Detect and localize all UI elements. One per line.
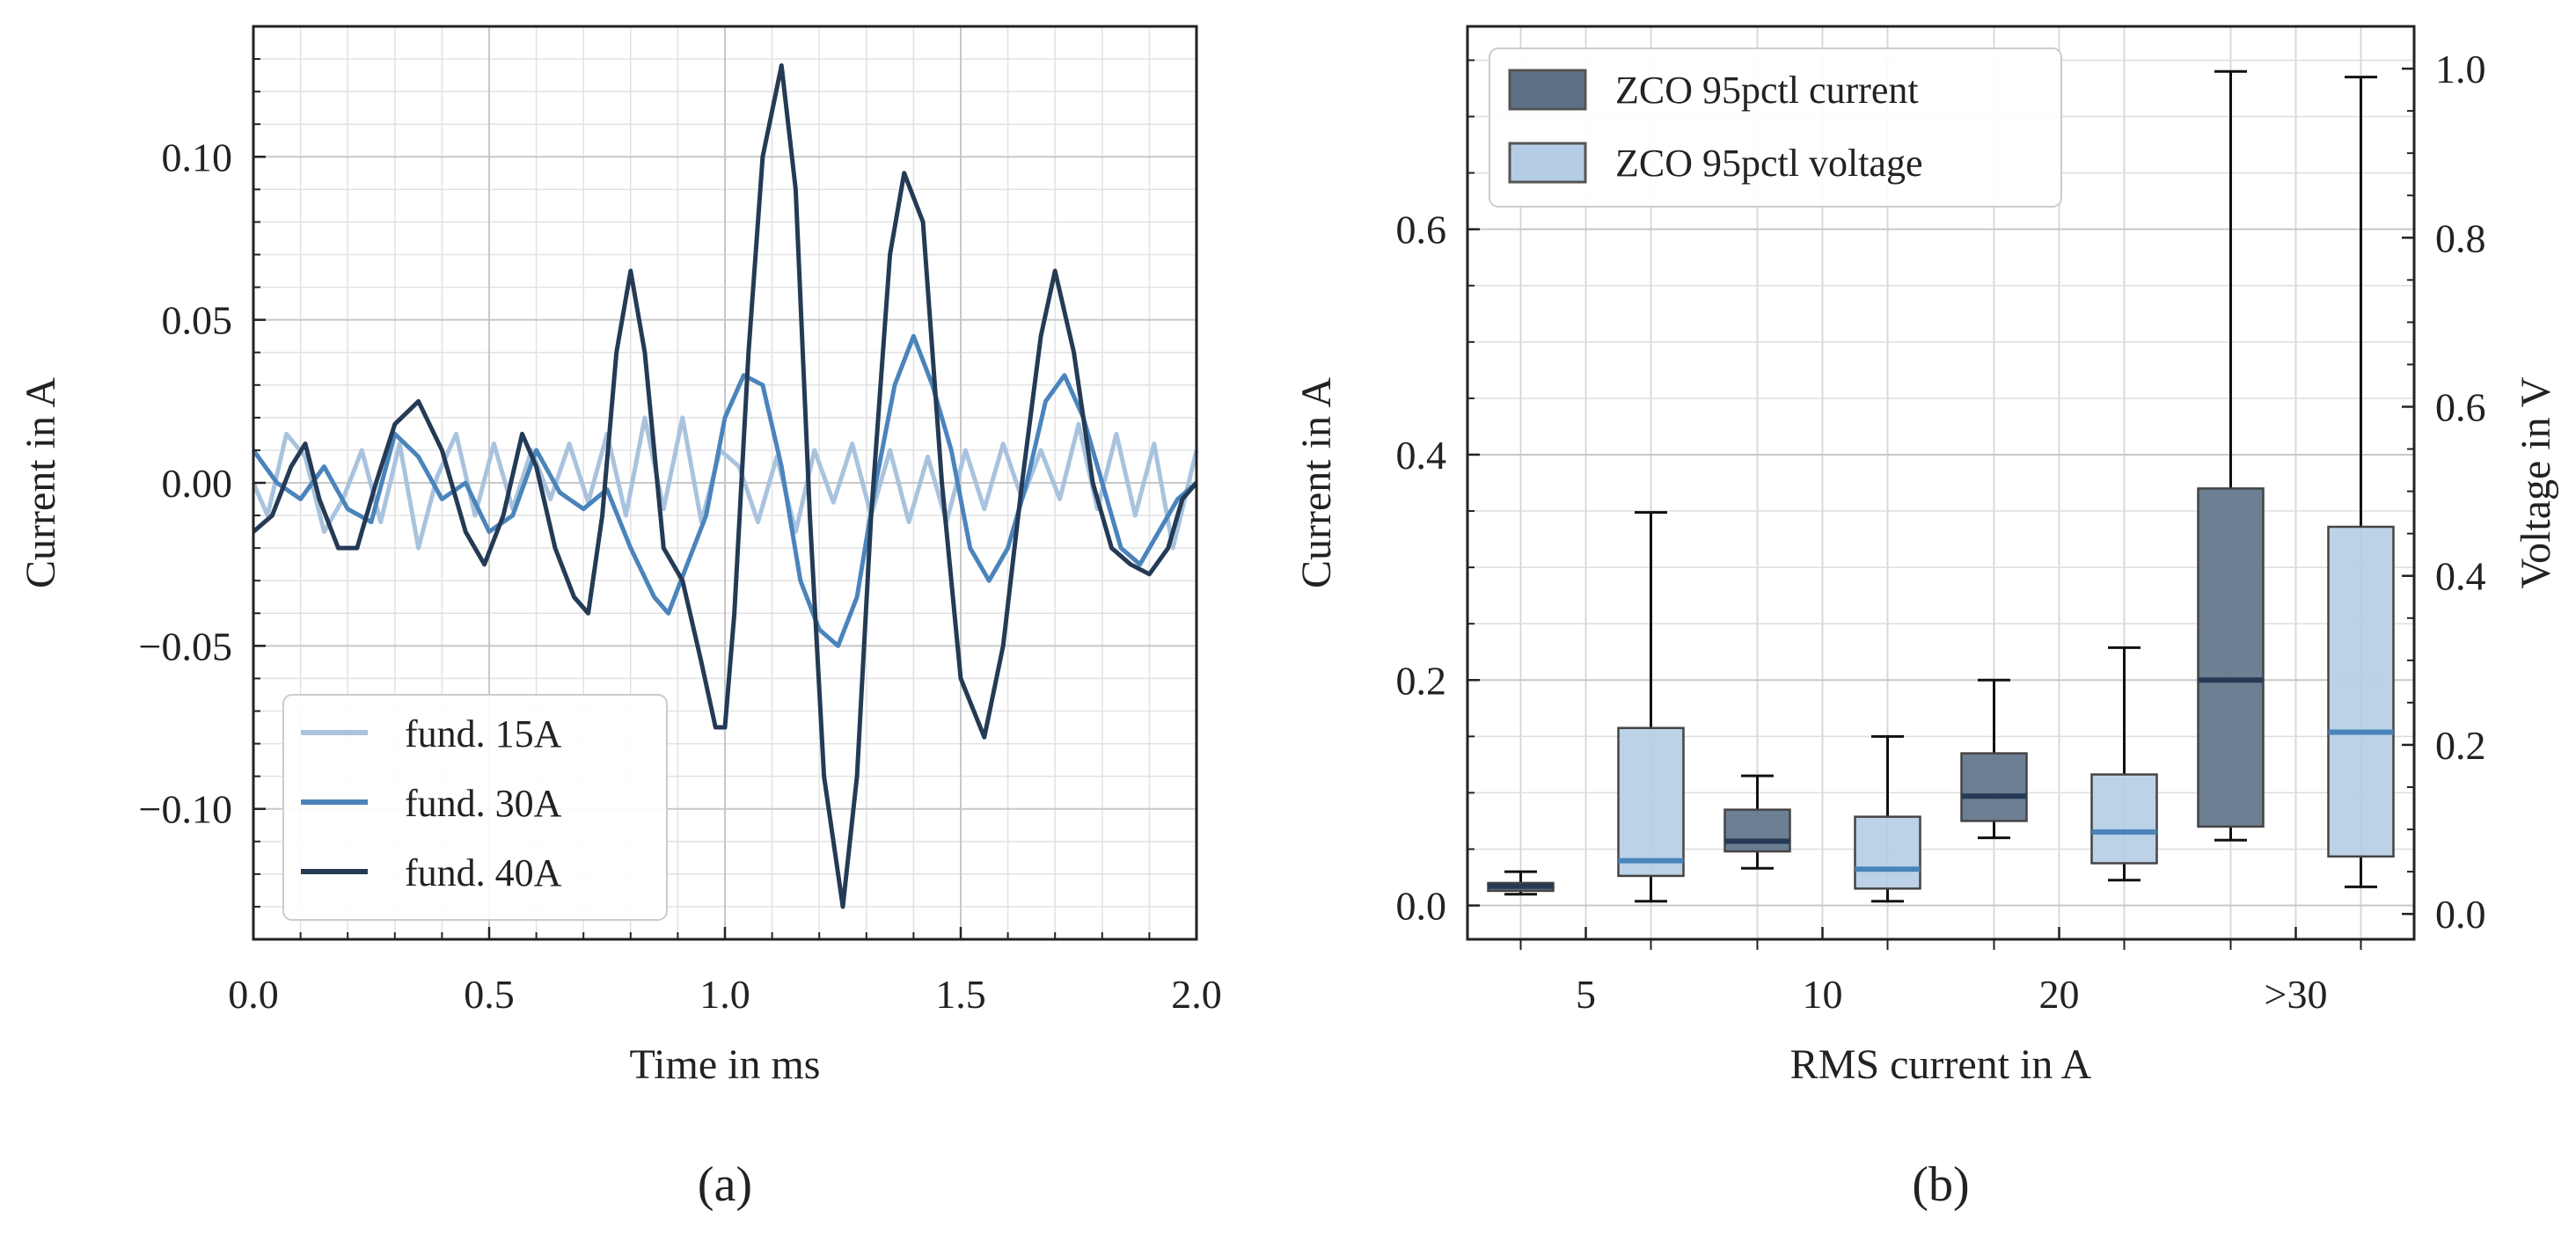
y2-tick-label: 0.0 xyxy=(2435,892,2486,937)
y-tick-label: 0.10 xyxy=(162,135,233,179)
box-iqr xyxy=(1617,726,1685,878)
y-tick-label: 0.0 xyxy=(1396,884,1447,929)
x-tick-label: 2.0 xyxy=(1171,972,1222,1017)
y-axis-label-a: Current in A xyxy=(18,377,64,588)
legend-b: ZCO 95pctl current ZCO 95pctl voltage xyxy=(1489,47,2062,208)
x-tick-label: >30 xyxy=(2265,972,2328,1017)
legend-label: fund. 15A xyxy=(405,712,562,755)
box-iqr xyxy=(1960,752,2028,822)
y2-axis-label-b: Voltage in V xyxy=(2513,376,2559,588)
xtick-labels-a: 0.0 0.5 1.0 1.5 2.0 xyxy=(228,972,1222,1017)
x-axis-label-a: Time in ms xyxy=(630,1041,821,1088)
series-line xyxy=(252,63,1198,909)
box-iqr xyxy=(1854,815,1921,890)
ticks-b xyxy=(1467,59,2414,950)
ticks-a xyxy=(252,26,1198,940)
legend-label: ZCO 95pctl voltage xyxy=(1615,142,1923,185)
panel-label-b: (b) xyxy=(1912,1157,1969,1212)
box-iqr xyxy=(2197,487,2265,828)
legend-box-b xyxy=(1489,47,2062,208)
x-tick-label: 1.5 xyxy=(935,972,986,1017)
box-voltage xyxy=(2090,646,2158,882)
x-tick-label: 0.0 xyxy=(228,972,279,1017)
panel-a: 0.0 0.5 1.0 1.5 2.0 −0.10 −0.05 0.00 0.05 0.10 T… xyxy=(18,25,1222,1212)
legend-label: fund. 40A xyxy=(405,851,562,894)
x-tick-label: 0.5 xyxy=(464,972,515,1017)
y-tick-label: 0.6 xyxy=(1396,208,1447,252)
box-current xyxy=(1487,870,1555,896)
box-voltage xyxy=(1617,511,1685,903)
plot-frame-b xyxy=(1466,25,2416,941)
legend-box-a xyxy=(282,694,668,921)
box-current xyxy=(1960,678,2028,840)
box-voltage xyxy=(2327,76,2395,888)
lines-a xyxy=(251,63,1199,909)
box-voltage xyxy=(1854,734,1921,903)
series-line xyxy=(251,333,1198,648)
x-tick-label: 10 xyxy=(1803,972,1843,1017)
y2-tick-label: 0.2 xyxy=(2435,723,2486,768)
x-axis-label-b: RMS current in A xyxy=(1790,1041,2092,1088)
box-iqr xyxy=(2090,773,2158,865)
box-iqr xyxy=(2327,525,2395,858)
legend-swatch xyxy=(1508,142,1587,184)
y2-tick-label: 0.8 xyxy=(2435,215,2486,260)
xtick-labels-b: 5 10 20 >30 xyxy=(1576,972,2327,1017)
y2-tick-label: 0.6 xyxy=(2435,385,2486,430)
legend-label: fund. 30A xyxy=(405,782,562,825)
y-tick-label: 0.2 xyxy=(1396,658,1447,703)
x-tick-label: 5 xyxy=(1576,972,1596,1017)
panel-label-a: (a) xyxy=(698,1157,752,1212)
y2tick-labels-b: 0.0 0.2 0.4 0.6 0.8 1.0 xyxy=(2435,47,2486,937)
legend-swatch xyxy=(1508,69,1587,111)
y-tick-label: 0.00 xyxy=(162,461,233,506)
boxes-b xyxy=(1487,69,2395,903)
box-iqr xyxy=(1723,808,1791,853)
legend-label: ZCO 95pctl current xyxy=(1615,69,1919,112)
box-current xyxy=(2197,69,2265,842)
y-tick-label: 0.05 xyxy=(162,298,233,343)
ytick-labels-a: −0.10 −0.05 0.00 0.05 0.10 xyxy=(139,135,232,831)
y-axis-label-b: Current in A xyxy=(1293,377,1340,588)
y-tick-label: −0.10 xyxy=(139,787,232,832)
x-tick-label: 1.0 xyxy=(699,972,750,1017)
y2-tick-label: 1.0 xyxy=(2435,47,2486,91)
x-tick-label: 20 xyxy=(2039,972,2080,1017)
y-tick-label: −0.05 xyxy=(139,624,232,668)
y-tick-label: 0.4 xyxy=(1396,433,1447,478)
box-current xyxy=(1723,774,1791,870)
legend-a: fund. 15A fund. 30A fund. 40A xyxy=(282,694,668,921)
y2-tick-label: 0.4 xyxy=(2435,554,2486,599)
ytick-labels-b: 0.0 0.2 0.4 0.6 xyxy=(1396,208,1447,929)
panel-b: 5 10 20 >30 0.0 0.2 0.4 0.6 0.0 0.2 0.4 0.6 0.8 1.0… xyxy=(1293,25,2559,1212)
